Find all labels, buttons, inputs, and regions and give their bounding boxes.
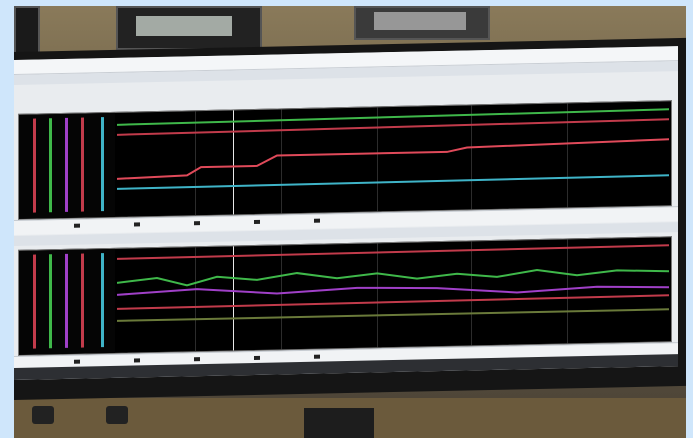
wall-panel-device — [354, 6, 490, 40]
trend-legend-bottom — [19, 248, 115, 355]
wall-panel-switches — [374, 12, 466, 30]
legend-bar-red — [33, 118, 36, 213]
legend-bar-red-2 — [81, 253, 84, 348]
time-tick — [74, 223, 80, 228]
legend-bar-cyan — [101, 253, 104, 348]
trend-panel-top — [18, 100, 672, 220]
trace-green — [117, 108, 669, 126]
wall-display-screen — [136, 16, 232, 36]
trace-red-middle — [117, 294, 669, 310]
trend-legend-top — [19, 112, 115, 219]
time-tick — [314, 218, 320, 223]
legend-bar-green — [49, 254, 52, 349]
legend-bar-red-2 — [81, 117, 84, 212]
time-tick — [194, 357, 200, 362]
wall-display-device — [116, 6, 262, 50]
trend-plot-top — [117, 101, 669, 217]
time-tick — [194, 221, 200, 226]
trace-cyan — [117, 174, 669, 190]
time-tick — [254, 219, 260, 224]
trace-red-lower — [117, 138, 669, 180]
background-wall — [14, 6, 686, 438]
trace-purple — [117, 285, 669, 296]
legend-bar-red — [33, 254, 36, 349]
time-tick — [134, 222, 140, 227]
trend-traces-top — [117, 108, 669, 190]
monitor-screen — [14, 46, 678, 380]
time-tick — [254, 355, 260, 360]
speaker-left — [32, 406, 54, 424]
speaker-right — [106, 406, 128, 424]
trace-green-noisy — [117, 269, 669, 287]
wall-device-left — [14, 6, 40, 54]
monitor-stand — [304, 408, 374, 438]
monitor-bezel — [14, 37, 686, 400]
trend-plot-bottom — [117, 237, 669, 353]
trend-traces-bottom — [117, 244, 669, 322]
time-tick — [314, 354, 320, 359]
legend-bar-purple — [65, 253, 68, 348]
trace-red-upper — [117, 118, 669, 136]
trace-red-top — [117, 244, 669, 260]
trend-panel-bottom — [18, 236, 672, 356]
time-tick — [134, 358, 140, 363]
legend-bar-cyan — [101, 117, 104, 212]
time-tick — [74, 359, 80, 364]
trace-olive — [117, 308, 669, 322]
legend-bar-purple — [65, 117, 68, 212]
legend-bar-green — [49, 118, 52, 213]
